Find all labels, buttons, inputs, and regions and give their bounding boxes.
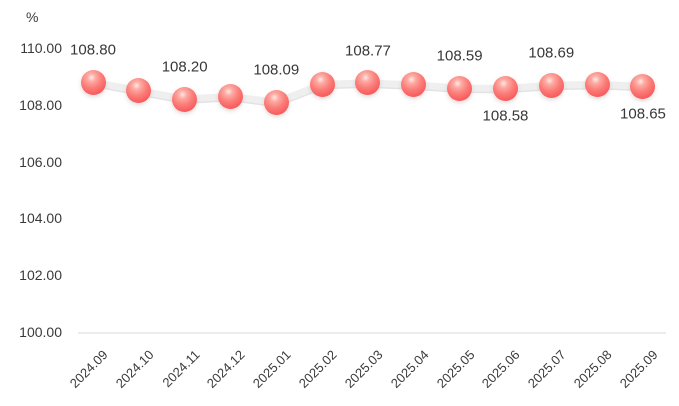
data-point-label: 108.77 bbox=[345, 42, 391, 60]
data-point-label: 108.09 bbox=[253, 61, 300, 79]
data-point-label: 108.58 bbox=[482, 107, 529, 125]
data-point bbox=[309, 71, 335, 97]
data-point bbox=[126, 78, 152, 104]
data-point bbox=[492, 75, 518, 101]
y-axis-unit-label: % bbox=[26, 9, 39, 25]
data-point-label: 108.80 bbox=[70, 41, 116, 59]
y-axis-tick-label: 108.00 bbox=[19, 96, 62, 113]
data-point bbox=[355, 70, 381, 96]
data-point-label: 108.20 bbox=[161, 58, 208, 76]
data-point bbox=[401, 72, 427, 98]
y-axis-tick-label: 102.00 bbox=[19, 267, 62, 284]
data-point bbox=[263, 89, 289, 115]
data-point bbox=[217, 83, 243, 109]
data-point-label: 108.59 bbox=[436, 47, 483, 65]
y-axis-tick-label: 104.00 bbox=[19, 210, 62, 227]
y-axis-tick-label: 100.00 bbox=[19, 324, 62, 340]
data-point bbox=[80, 69, 106, 95]
y-axis-tick-label: 106.00 bbox=[19, 153, 62, 170]
data-point bbox=[172, 86, 198, 112]
data-point-label: 108.69 bbox=[528, 44, 575, 62]
data-point bbox=[630, 73, 656, 99]
data-point bbox=[447, 75, 473, 101]
data-point bbox=[584, 71, 610, 97]
y-axis-tick-label: 110.00 bbox=[20, 40, 62, 56]
data-point-label: 108.65 bbox=[620, 105, 666, 123]
data-point bbox=[538, 72, 564, 98]
